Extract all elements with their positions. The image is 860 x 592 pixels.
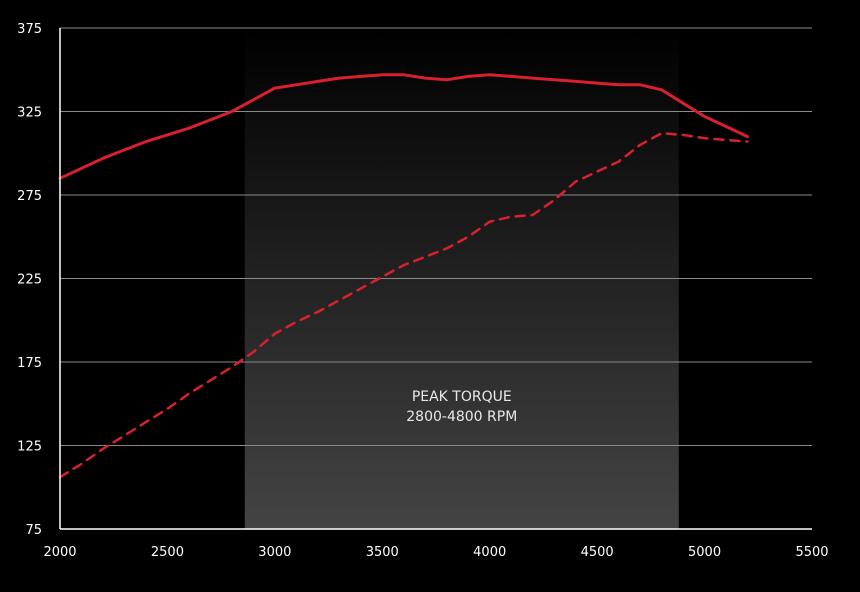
y-tick-label-325: 325: [17, 106, 42, 121]
y-tick-label-175: 175: [17, 356, 42, 371]
x-tick-label-5000: 5000: [688, 545, 721, 560]
x-tick-label-4000: 4000: [473, 545, 506, 560]
y-tick-label-75: 75: [25, 523, 42, 538]
series-line-dashed: [58, 131, 749, 479]
x-tick-label-5500: 5500: [795, 545, 828, 560]
y-tick-label-125: 125: [17, 440, 42, 455]
y-tick-label-375: 375: [17, 22, 42, 37]
x-tick-label-3000: 3000: [258, 545, 291, 560]
peak-torque-label: PEAK TORQUE: [412, 389, 512, 405]
x-tick-label-4500: 4500: [581, 545, 614, 560]
x-tick-label-3500: 3500: [366, 545, 399, 560]
x-tick-label-2000: 2000: [43, 545, 76, 560]
series-line-solid: [58, 73, 749, 180]
peak-torque-range-label: 2800-4800 RPM: [406, 409, 517, 425]
y-tick-label-225: 225: [17, 273, 42, 288]
x-tick-label-2500: 2500: [151, 545, 184, 560]
y-tick-label-275: 275: [17, 189, 42, 204]
